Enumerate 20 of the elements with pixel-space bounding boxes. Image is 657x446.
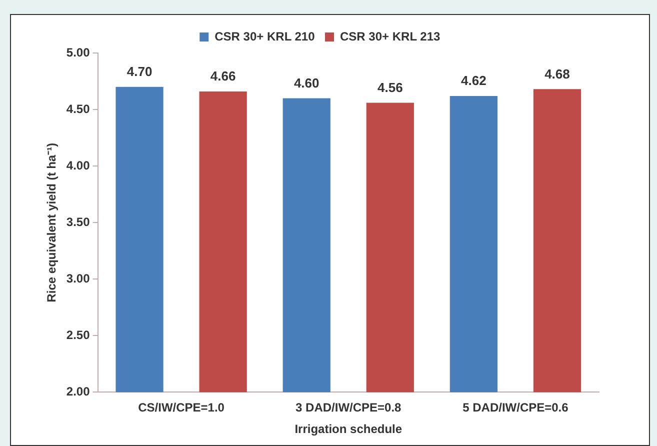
y-tick-label: 3.50	[66, 214, 90, 229]
text: 4.66	[210, 68, 236, 84]
y-axis-title: Rice equivalent yield (t ha⁻¹)	[44, 142, 59, 302]
legend-label: CSR 30+ KRL 213	[340, 29, 440, 44]
y-tick-label: 3.00	[66, 271, 90, 286]
x-tick-label: 3 DAD/IW/CPE=0.8	[296, 400, 402, 415]
y-tick-label: 4.50	[66, 102, 90, 116]
x-axis-title: Irrigation schedule	[294, 422, 402, 436]
text: 4.60	[294, 75, 320, 90]
text: 4.62	[461, 73, 486, 88]
y-tick-label: 5.00	[66, 45, 90, 60]
y-tick-label: 2.50	[66, 328, 90, 342]
text: 4.70	[126, 64, 152, 79]
y-tick-label: 2.00	[66, 384, 90, 399]
text: 4.56	[377, 80, 403, 95]
x-tick-label: 5 DAD/IW/CPE=0.6	[462, 400, 569, 415]
text: 4.68	[544, 66, 570, 82]
y-tick-label: 4.00	[66, 158, 90, 172]
legend-label: CSR 30+ KRL 210	[214, 29, 316, 44]
x-tick-label: CS/IW/CPE=1.0	[138, 400, 225, 415]
